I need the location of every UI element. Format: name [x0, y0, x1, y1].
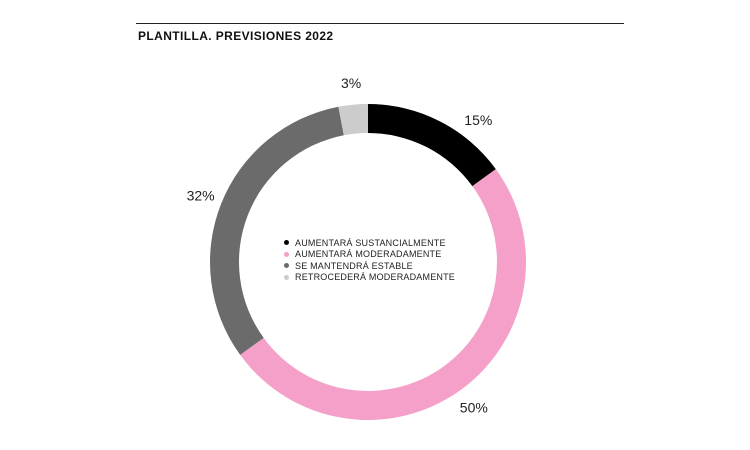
legend-swatch: [284, 274, 289, 280]
legend-item: RETROCEDERÁ MODERADAMENTE: [284, 272, 455, 284]
slice-value-label-2: 50%: [460, 400, 488, 416]
slice-value-label-1: 15%: [464, 112, 492, 128]
legend-label: AUMENTARÁ SUSTANCIALMENTE: [295, 237, 446, 248]
donut-slice-2: [240, 169, 527, 421]
donut-slice-1: [368, 104, 496, 187]
slice-value-label-3: 32%: [187, 188, 215, 204]
legend-label: RETROCEDERÁ MODERADAMENTE: [295, 272, 456, 283]
donut-slice-3: [210, 106, 344, 355]
legend-item: AUMENTARÁ MODERADAMENTE: [284, 249, 455, 261]
legend-label: AUMENTARÁ MODERADAMENTE: [295, 249, 442, 260]
donut-slice-4: [338, 104, 368, 136]
legend-swatch: [284, 251, 289, 257]
legend-label: SE MANTENDRÁ ESTABLE: [295, 260, 413, 271]
legend-item: AUMENTARÁ SUSTANCIALMENTE: [284, 237, 455, 249]
chart-title: PLANTILLA. PREVISIONES 2022: [138, 29, 334, 43]
chart-legend: AUMENTARÁ SUSTANCIALMENTE AUMENTARÁ MODER…: [284, 237, 455, 283]
legend-item: SE MANTENDRÁ ESTABLE: [284, 260, 455, 272]
legend-swatch: [284, 240, 289, 246]
slice-value-label-4: 3%: [341, 75, 361, 91]
legend-swatch: [284, 263, 289, 269]
title-rule: [136, 23, 624, 24]
